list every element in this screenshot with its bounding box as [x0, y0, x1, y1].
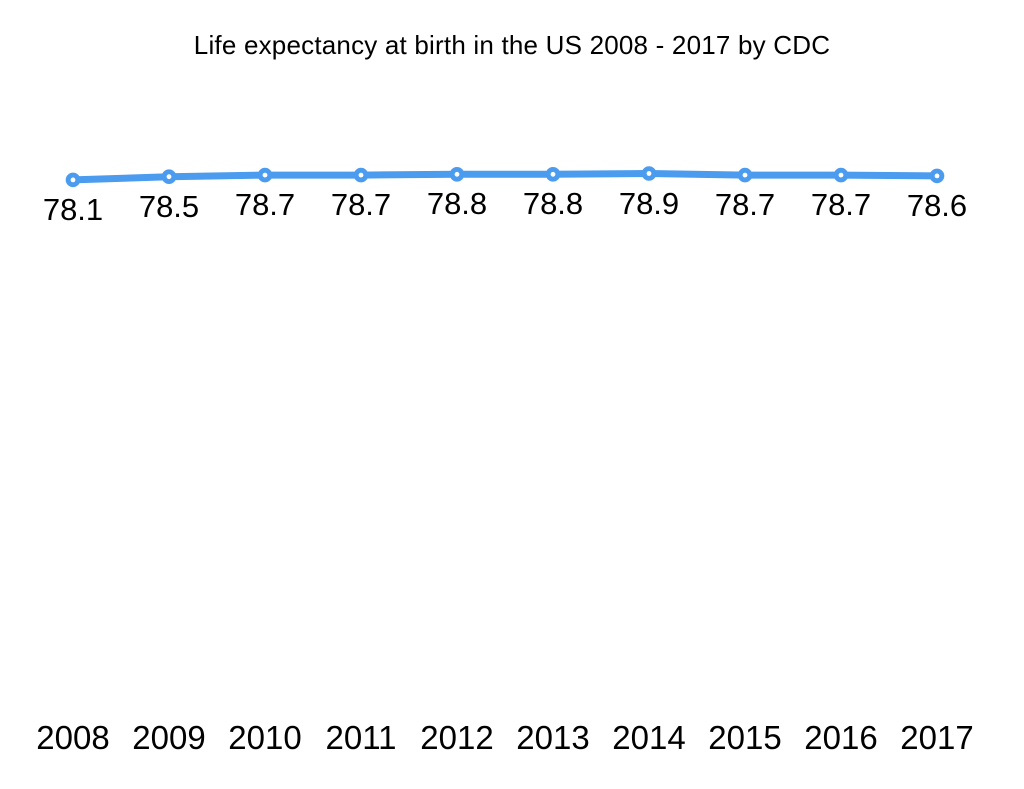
- x-axis-tick-label: 2010: [228, 719, 302, 756]
- data-point-marker-center: [358, 172, 364, 178]
- data-label: 78.8: [426, 186, 488, 222]
- data-point-marker-center: [550, 171, 556, 177]
- x-axis-tick-label: 2009: [132, 719, 206, 756]
- x-axis-tick-label: 2015: [708, 719, 782, 756]
- x-axis-tick-label: 2008: [36, 719, 110, 756]
- data-label: 78.6: [906, 187, 968, 223]
- x-axis-tick-label: 2013: [516, 719, 590, 756]
- data-label: 78.7: [330, 187, 392, 223]
- data-label: 78.7: [810, 187, 872, 223]
- x-axis-tick-label: 2014: [612, 719, 686, 756]
- data-point-marker-center: [646, 171, 652, 176]
- data-label: 78.5: [138, 188, 200, 224]
- data-label: 78.8: [522, 186, 584, 222]
- data-point-marker-center: [934, 173, 940, 179]
- series-line: [69, 170, 941, 184]
- data-label: 78.1: [42, 191, 104, 227]
- data-point-marker-center: [742, 172, 748, 178]
- data-label: 78.9: [618, 185, 680, 221]
- data-point-marker-center: [838, 172, 844, 178]
- data-label: 78.7: [234, 187, 296, 223]
- x-axis-tick-label: 2012: [420, 719, 494, 756]
- x-axis-tick-label: 2011: [325, 719, 397, 756]
- chart-title: Life expectancy at birth in the US 2008 …: [193, 30, 831, 60]
- data-point-marker-center: [70, 177, 76, 183]
- data-point-marker-center: [166, 174, 172, 180]
- x-axis-tick-label: 2017: [900, 719, 974, 756]
- x-axis-tick-label: 2016: [804, 719, 878, 756]
- data-label: 78.7: [714, 187, 776, 223]
- data-point-marker-center: [454, 171, 460, 177]
- data-point-marker-center: [262, 172, 268, 178]
